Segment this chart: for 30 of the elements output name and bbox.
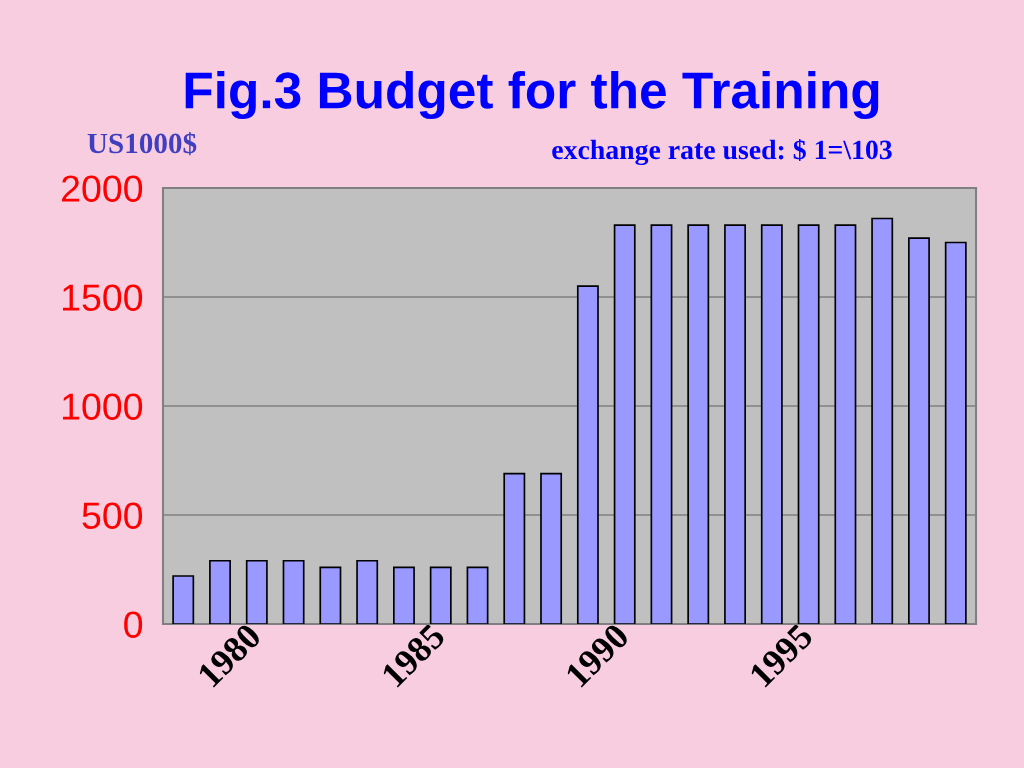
chart-title: Fig.3 Budget for the Training — [185, 70, 879, 120]
bar — [687, 224, 710, 624]
y-tick-label: 1500 — [63, 284, 143, 311]
bar — [245, 559, 268, 624]
bar — [172, 575, 195, 624]
bar — [466, 566, 489, 624]
bar — [282, 559, 305, 624]
bar — [503, 472, 526, 624]
bar — [834, 224, 857, 624]
bar — [576, 285, 599, 624]
bar — [724, 224, 746, 624]
bar — [944, 241, 967, 624]
text: exchange rate used: $ 1=\103 — [552, 138, 892, 166]
bar — [429, 566, 452, 624]
bar — [650, 224, 673, 624]
bar — [393, 566, 415, 624]
y-tick-label: 500 — [82, 502, 143, 529]
y-tick-label: 0 — [124, 611, 143, 638]
bar — [209, 559, 231, 624]
bar — [613, 224, 636, 624]
bar — [356, 559, 379, 624]
y-tick-label: 2000 — [62, 175, 143, 202]
y-axis-title: US1000$ — [87, 131, 197, 156]
y-tick-label: 1000 — [63, 393, 143, 420]
bar — [871, 217, 894, 624]
bar — [908, 237, 930, 624]
bar — [540, 472, 563, 624]
bar — [760, 224, 783, 624]
bar — [797, 224, 820, 624]
bar — [319, 566, 342, 624]
